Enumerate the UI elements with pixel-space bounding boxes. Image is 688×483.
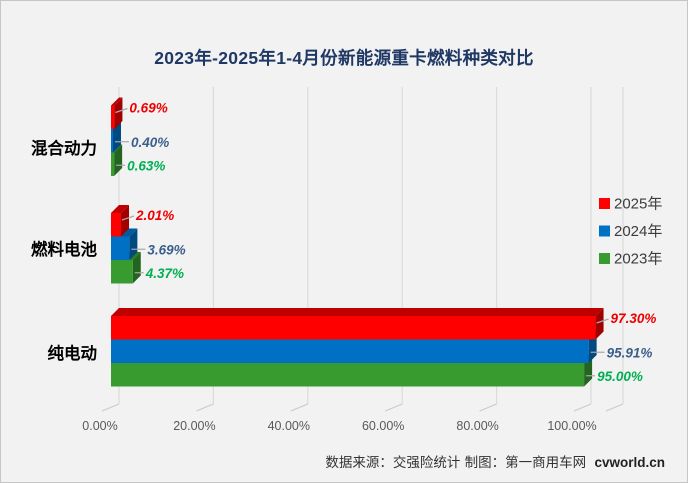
bar-end-2023年-混合动力	[114, 144, 123, 176]
bar-2024年-燃料电池	[111, 236, 130, 260]
floor-tick	[384, 403, 403, 412]
floor-tick	[290, 403, 309, 412]
x-axis-tick-label: 0.00%	[82, 419, 117, 433]
data-source-text: 数据来源：交强险统计 制图：第一商用车网	[325, 455, 587, 471]
x-axis-tick-label: 100.00%	[547, 419, 596, 433]
bar-2025年-混合动力	[111, 105, 115, 129]
legend-swatch	[599, 225, 610, 237]
data-label: 95.91%	[607, 345, 653, 360]
data-label: 95.00%	[597, 369, 643, 384]
legend-label: 2025年	[614, 196, 662, 213]
data-label: 0.40%	[131, 135, 169, 150]
chart-footer: 数据来源：交强险统计 制图：第一商用车网 cvworld.cn	[325, 451, 665, 471]
bar-end-2024年-混合动力	[112, 121, 121, 153]
bar-2023年-纯电动	[111, 363, 585, 387]
legend-swatch	[599, 253, 610, 264]
floor-tick	[101, 403, 120, 412]
label-leader-line	[121, 215, 135, 221]
legend-label: 2023年	[614, 251, 662, 268]
bar-end-2023年-燃料电池	[132, 252, 141, 284]
bar-2024年-纯电动	[111, 339, 589, 363]
chart-title: 2023年-2025年1-4月份新能源重卡燃料种类对比	[154, 48, 534, 68]
data-label: 0.63%	[127, 158, 165, 173]
floor-tick	[479, 403, 497, 412]
bar-top-2025年-燃料电池	[111, 205, 130, 213]
bar-2023年-混合动力	[111, 152, 115, 176]
bar-top-2025年-混合动力	[111, 97, 123, 106]
floor-tick	[605, 403, 624, 412]
bar-end-2025年-燃料电池	[121, 205, 130, 237]
bar-2023年-燃料电池	[111, 260, 133, 284]
category-label: 纯电动	[48, 343, 98, 363]
data-label: 3.69%	[147, 242, 185, 257]
bar-top-2025年-纯电动	[111, 308, 604, 316]
data-label: 4.37%	[145, 266, 184, 281]
bar-end-2024年-燃料电池	[129, 228, 138, 260]
floor-tick	[573, 403, 592, 412]
data-label: 2.01%	[135, 208, 174, 223]
x-axis-tick-label: 20.00%	[173, 419, 215, 433]
category-label: 燃料电池	[31, 239, 98, 259]
label-leader-line	[596, 318, 609, 324]
bar-2025年-纯电动	[111, 316, 596, 340]
bar-2024年-混合动力	[111, 129, 113, 153]
bar-end-2025年-纯电动	[595, 308, 604, 340]
bar-end-2025年-混合动力	[114, 97, 123, 129]
site-credit: cvworld.cn	[594, 455, 665, 470]
legend-swatch	[599, 198, 610, 209]
x-axis-tick-label: 80.00%	[456, 419, 498, 433]
category-label: 混合动力	[31, 138, 97, 158]
legend-label: 2024年	[614, 223, 662, 240]
x-axis-tick-label: 60.00%	[362, 419, 404, 433]
label-leader-line	[115, 107, 128, 114]
data-label: 0.69%	[129, 101, 167, 116]
floor-tick	[196, 403, 214, 412]
data-label: 97.30%	[611, 311, 657, 326]
bar-2025年-燃料电池	[111, 213, 122, 237]
x-axis-tick-label: 40.00%	[268, 419, 310, 433]
